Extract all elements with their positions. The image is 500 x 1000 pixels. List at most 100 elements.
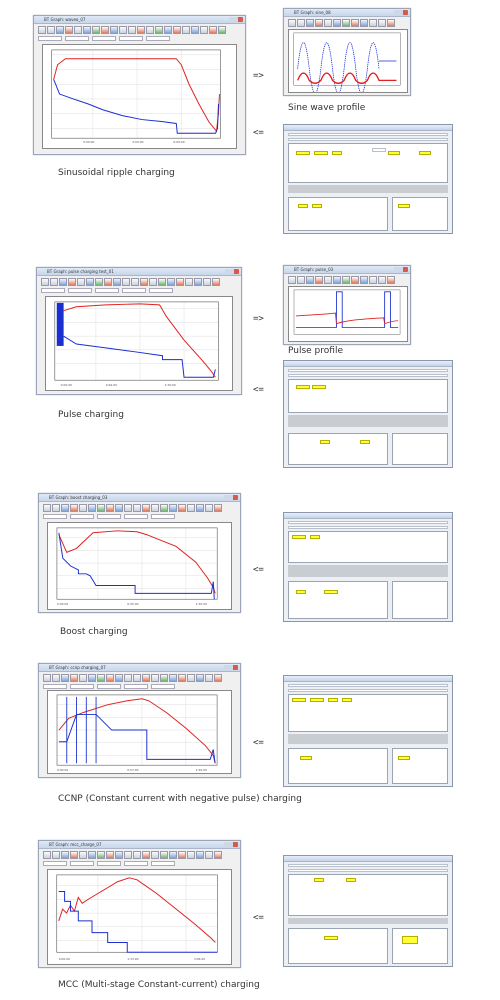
current-trace xyxy=(58,891,218,953)
window-title: BT Graph: boost charging_03 xyxy=(49,495,108,500)
axis-selectors[interactable] xyxy=(41,288,237,294)
section-pulse: BT Graph: pulse charging test_01 0:00:00… xyxy=(0,260,500,468)
window-title: BT Graph: pulse charging test_01 xyxy=(47,269,114,274)
svg-text:1:39:00: 1:39:00 xyxy=(164,383,175,387)
svg-text:0:45:00: 0:45:00 xyxy=(127,602,138,606)
sine-profile-plot xyxy=(288,29,408,93)
voltage-trace xyxy=(58,877,216,943)
section-sinusoidal: BT Graph: waveo_07 0:00:00 3:00:00 6:00:00… xyxy=(0,0,500,234)
window-controls[interactable] xyxy=(224,495,238,500)
toolbar[interactable] xyxy=(288,275,406,284)
toolbar[interactable] xyxy=(41,277,237,286)
settings-dialog xyxy=(283,360,453,468)
arrow-from-settings: <= xyxy=(253,565,264,575)
current-trace xyxy=(58,532,215,600)
section-ccnp: BT Graph: ccnp charging_07 0:00:00 0:57:0… xyxy=(0,660,500,820)
svg-text:3:06:00: 3:06:00 xyxy=(194,957,205,961)
window-controls[interactable] xyxy=(224,665,238,670)
svg-text:0:49:00: 0:49:00 xyxy=(106,383,117,387)
section-caption: MCC (Multi-stage Constant-current) charg… xyxy=(58,980,260,990)
axis-selectors[interactable] xyxy=(43,684,236,690)
title-bar: BT Graph: mcc_charge_07 xyxy=(39,841,240,849)
svg-text:0:00:00: 0:00:00 xyxy=(61,383,72,387)
svg-text:0:00:00: 0:00:00 xyxy=(59,957,70,961)
section-boost: BT Graph: boost charging_03 0:00:00 0:45:… xyxy=(0,490,500,650)
svg-text:0:00:00: 0:00:00 xyxy=(57,768,68,772)
sine-voltage-trace xyxy=(296,72,397,84)
charge-plot: 0:00:00 1:33:00 3:06:00 xyxy=(47,869,232,965)
charge-plot: 0:00:00 0:57:00 1:59:00 xyxy=(47,690,232,774)
pulse-band xyxy=(56,302,64,346)
section-caption: CCNP (Constant current with negative pul… xyxy=(58,794,302,804)
arrow-to-profile: => xyxy=(253,314,264,324)
toolbar[interactable] xyxy=(43,850,236,859)
svg-text:1:33:00: 1:33:00 xyxy=(127,957,138,961)
arrow-from-settings: <= xyxy=(253,385,264,395)
title-bar: BT Graph: boost charging_03 xyxy=(39,494,240,502)
axis-selectors[interactable] xyxy=(43,514,236,520)
section-caption: Boost charging xyxy=(60,627,128,637)
charge-plot: 0:00:00 0:45:00 1:30:00 xyxy=(47,522,232,610)
settings-dialog xyxy=(283,512,453,622)
arrow-to-profile: => xyxy=(253,71,264,81)
current-trace xyxy=(58,713,216,764)
svg-text:6:00:00: 6:00:00 xyxy=(173,140,184,144)
pulse-voltage-trace xyxy=(295,312,399,325)
charge-plot: 0:00:00 0:49:00 1:39:00 xyxy=(45,296,233,391)
pulse-profile-plot xyxy=(288,286,408,342)
arrow-from-settings: <= xyxy=(253,738,264,748)
window-controls[interactable] xyxy=(394,10,408,15)
voltage-trace xyxy=(58,530,216,594)
arrow-from-settings: <= xyxy=(253,913,264,923)
axis-selectors[interactable] xyxy=(38,36,241,42)
svg-text:1:59:00: 1:59:00 xyxy=(196,768,207,772)
sine-current-trace xyxy=(297,42,380,92)
current-trace xyxy=(63,335,216,378)
settings-dialog xyxy=(283,124,453,234)
graph-window: BT Graph: ccnp charging_07 0:00:00 0:57:0… xyxy=(38,663,241,778)
profile-caption: Pulse profile xyxy=(288,346,343,356)
svg-text:0:57:00: 0:57:00 xyxy=(127,768,138,772)
current-trace xyxy=(53,79,219,134)
profile-window: BT Graph: pulse_03 xyxy=(283,265,411,345)
window-controls[interactable] xyxy=(224,842,238,847)
voltage-trace xyxy=(63,303,216,378)
pulse-current-trace xyxy=(295,291,399,328)
toolbar[interactable] xyxy=(288,18,406,27)
negative-pulse-lines xyxy=(66,696,97,764)
window-title: BT Graph: sine_08 xyxy=(294,10,331,15)
graph-window: BT Graph: mcc_charge_07 0:00:00 1:33:00 3:… xyxy=(38,840,241,968)
graph-window: BT Graph: boost charging_03 0:00:00 0:45:… xyxy=(38,493,241,613)
window-title: BT Graph: waveo_07 xyxy=(44,17,86,22)
title-bar: BT Graph: pulse charging test_01 xyxy=(37,268,241,276)
svg-text:1:30:00: 1:30:00 xyxy=(196,602,207,606)
graph-window: BT Graph: waveo_07 0:00:00 3:00:00 6:00:00 xyxy=(33,15,246,155)
section-caption: Pulse charging xyxy=(58,410,124,420)
window-title: BT Graph: ccnp charging_07 xyxy=(49,665,106,670)
window-controls[interactable] xyxy=(229,17,243,22)
title-bar: BT Graph: pulse_03 xyxy=(284,266,410,274)
profile-window: BT Graph: sine_08 xyxy=(283,8,411,96)
title-bar: BT Graph: waveo_07 xyxy=(34,16,245,24)
title-bar: BT Graph: sine_08 xyxy=(284,9,410,17)
toolbar[interactable] xyxy=(43,503,236,512)
svg-text:0:00:00: 0:00:00 xyxy=(57,602,68,606)
section-mcc: BT Graph: mcc_charge_07 0:00:00 1:33:00 3:… xyxy=(0,830,500,1000)
charge-plot: 0:00:00 3:00:00 6:00:00 xyxy=(42,44,237,149)
title-bar: BT Graph: ccnp charging_07 xyxy=(39,664,240,672)
section-caption: Sinusoidal ripple charging xyxy=(58,168,175,178)
arrow-from-settings: <= xyxy=(253,128,264,138)
window-controls[interactable] xyxy=(225,269,239,274)
window-controls[interactable] xyxy=(394,267,408,272)
axis-selectors[interactable] xyxy=(43,861,236,867)
window-title: BT Graph: pulse_03 xyxy=(294,267,334,272)
settings-dialog xyxy=(283,855,453,967)
window-title: BT Graph: mcc_charge_07 xyxy=(49,842,102,847)
svg-text:3:00:00: 3:00:00 xyxy=(132,140,143,144)
profile-caption: Sine wave profile xyxy=(288,103,366,113)
svg-text:0:00:00: 0:00:00 xyxy=(83,140,94,144)
toolbar[interactable] xyxy=(43,673,236,682)
toolbar[interactable] xyxy=(38,25,241,34)
settings-dialog xyxy=(283,675,453,787)
